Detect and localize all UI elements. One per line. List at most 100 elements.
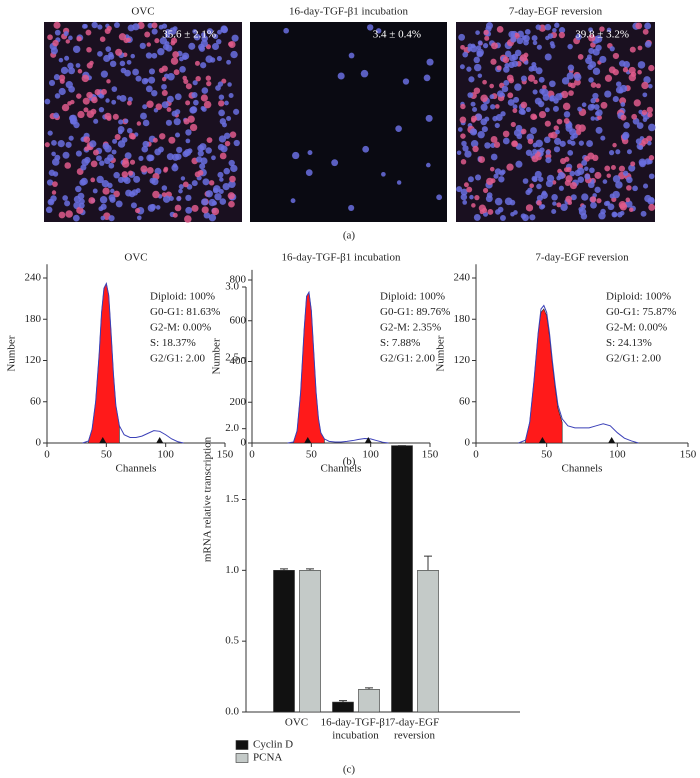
error-bar <box>424 555 432 571</box>
nucleus <box>76 36 82 42</box>
nucleus <box>600 135 606 141</box>
nucleus <box>615 81 622 87</box>
nucleus <box>596 198 602 204</box>
nucleus <box>586 54 592 60</box>
nucleus <box>643 183 649 189</box>
nucleus <box>628 66 636 74</box>
nucleus <box>552 27 557 33</box>
nucleus <box>460 188 468 196</box>
image-title: OVC <box>131 6 154 18</box>
nucleus <box>644 22 652 30</box>
nucleus <box>485 22 494 30</box>
nucleus <box>72 214 80 222</box>
nucleus <box>490 178 496 184</box>
nucleus <box>129 159 136 165</box>
nucleus <box>522 178 529 184</box>
nucleus <box>218 188 224 194</box>
nucleus <box>85 29 92 36</box>
nucleus <box>643 76 651 84</box>
nucleus <box>536 183 542 190</box>
y-axis-label: Number <box>6 335 18 371</box>
nucleus <box>490 136 498 143</box>
nucleus <box>118 119 124 125</box>
nucleus <box>135 207 141 214</box>
nucleus <box>588 77 594 83</box>
nucleus <box>566 72 574 80</box>
nucleus <box>109 196 116 203</box>
nucleus <box>203 212 211 219</box>
nucleus <box>532 89 538 95</box>
nucleus <box>83 107 89 113</box>
nucleus <box>221 78 227 84</box>
nucleus <box>92 188 98 194</box>
nucleus <box>54 93 61 99</box>
nucleus <box>642 92 648 98</box>
nucleus <box>477 73 483 78</box>
nucleus <box>96 175 104 184</box>
y-axis-label: Number <box>211 338 223 374</box>
nucleus <box>136 215 142 221</box>
x-tick-label: OVC <box>285 717 308 729</box>
nucleus <box>110 188 115 194</box>
nucleus <box>138 155 144 161</box>
nucleus <box>581 102 587 108</box>
nucleus <box>72 45 81 54</box>
nucleus <box>220 145 228 153</box>
nucleus <box>199 143 207 151</box>
error-bar <box>306 568 314 571</box>
nucleus <box>64 55 70 61</box>
nucleus <box>533 79 538 85</box>
nucleus <box>552 105 559 112</box>
nucleus <box>132 68 140 76</box>
nucleus <box>622 131 630 139</box>
nucleus <box>201 32 206 38</box>
nucleus <box>581 204 587 210</box>
nucleus <box>180 176 186 181</box>
peak-marker <box>538 437 546 443</box>
nucleus <box>526 133 535 141</box>
nucleus <box>477 131 485 139</box>
histogram-line <box>82 281 184 444</box>
micrograph <box>44 21 242 223</box>
nucleus <box>218 94 225 100</box>
nucleus <box>136 121 142 126</box>
peak-marker <box>156 437 164 443</box>
nucleus <box>460 103 466 110</box>
nucleus <box>563 111 571 118</box>
nucleus <box>52 39 59 47</box>
nucleus <box>519 54 528 62</box>
nucleus <box>608 150 615 156</box>
nucleus <box>524 29 531 35</box>
x-tick-label: 16-day-TGF-β1 <box>321 717 391 729</box>
nucleus <box>647 140 652 146</box>
nucleus <box>638 144 644 150</box>
nucleus <box>191 204 199 212</box>
nucleus <box>620 114 627 121</box>
legend-swatch <box>235 753 249 763</box>
nucleus <box>473 213 481 221</box>
nucleus <box>396 180 402 185</box>
nucleus <box>231 34 239 42</box>
nucleus <box>565 175 573 183</box>
nucleus <box>612 142 617 148</box>
nucleus <box>481 126 488 133</box>
nucleus <box>104 157 111 165</box>
nucleus <box>208 213 217 222</box>
image-background <box>456 22 655 222</box>
nucleus <box>112 138 118 144</box>
nucleus <box>60 66 69 75</box>
nucleus <box>506 163 514 171</box>
nucleus <box>646 106 654 114</box>
nucleus <box>456 150 462 156</box>
nucleus <box>569 128 577 136</box>
nucleus <box>146 154 154 162</box>
nucleus <box>182 75 187 81</box>
x-tick-label: 150 <box>680 449 697 461</box>
nucleus <box>487 208 494 215</box>
nucleus <box>514 83 522 91</box>
nucleus <box>473 56 480 64</box>
nucleus <box>536 200 542 206</box>
nucleus <box>101 180 109 188</box>
nucleus <box>536 44 542 50</box>
nucleus <box>558 31 566 39</box>
